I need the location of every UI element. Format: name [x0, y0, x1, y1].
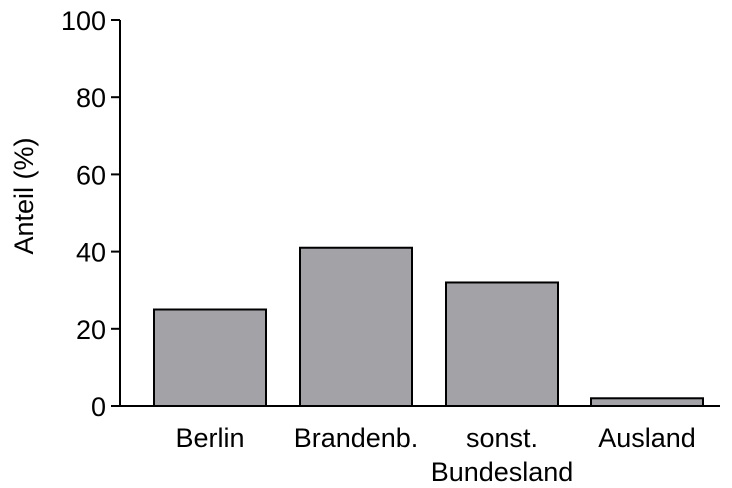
bars-group [153, 246, 704, 408]
bar [445, 281, 559, 408]
bar [153, 308, 267, 407]
y-tick-label: 40 [76, 238, 106, 268]
y-tick-label: 0 [91, 392, 106, 422]
y-tick-label: 20 [76, 315, 106, 345]
y-tick-label: 80 [76, 83, 106, 113]
x-category-label: Ausland [598, 423, 696, 453]
y-tick-label: 100 [61, 6, 106, 36]
x-category-label: Berlin [175, 423, 244, 453]
y-ticks-group: 0 20 40 60 80 100 [61, 6, 120, 422]
y-axis-title: Anteil (%) [9, 137, 39, 254]
axes-group [119, 20, 720, 407]
x-labels-group: Berlin Brandenb. sonst. Bundesland Ausland [175, 423, 695, 487]
x-category-label: sonst. [466, 423, 538, 453]
y-tick-label: 60 [76, 160, 106, 190]
bar [299, 246, 413, 407]
bar [590, 397, 704, 407]
x-category-label: Bundesland [431, 457, 574, 487]
x-category-label: Brandenb. [294, 423, 419, 453]
